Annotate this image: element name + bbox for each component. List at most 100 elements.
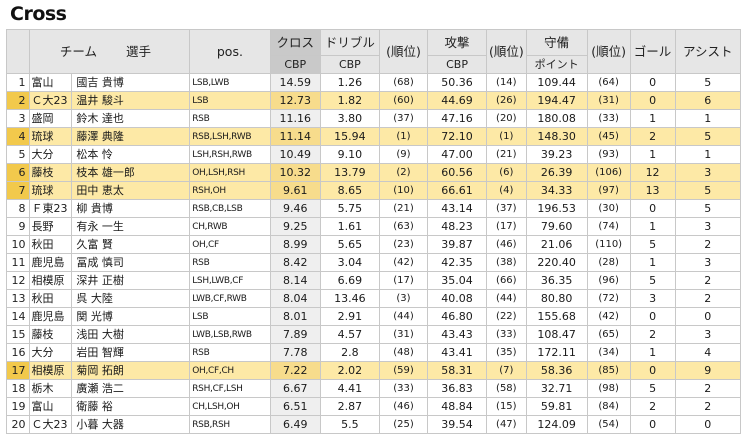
cell-dribble-cbp: 8.65 bbox=[319, 181, 380, 200]
header-dribble-rank[interactable]: (順位) bbox=[378, 29, 429, 74]
cell-rank: 16 bbox=[6, 343, 30, 362]
table-row[interactable]: 12 相模原 深井 正樹 LSH,LWB,CF 8.14 6.69 (17) 35.04 (66… bbox=[6, 271, 742, 290]
cell-position: LWB,CF,RWB bbox=[189, 289, 271, 308]
cell-rank: 14 bbox=[6, 307, 30, 326]
header-defense[interactable]: 守備 bbox=[525, 29, 588, 56]
table-row[interactable]: 4 琉球 藤澤 典隆 RSB,LSH,RWB 11.14 15.94 (1) 72.10 (1)… bbox=[6, 127, 742, 146]
cell-defense-point: 155.68 bbox=[525, 307, 588, 326]
cell-attack-cbp: 72.10 bbox=[427, 127, 487, 146]
table-row[interactable]: 5 大分 松本 怜 LSH,RSH,RWB 10.49 9.10 (9) 47.00 (21) 3… bbox=[6, 145, 742, 164]
header-assist[interactable]: アシスト bbox=[674, 29, 742, 74]
cell-attack-cbp: 36.83 bbox=[427, 379, 487, 398]
cell-defense-rank: (31) bbox=[586, 91, 631, 110]
table-row[interactable]: 8 Ｆ東23 柳 貴博 RSB,CB,LSB 9.46 5.75 (21) 43.14 (37)… bbox=[6, 199, 742, 218]
table-row[interactable]: 14 鹿児島関 光博 LSB 8.01 2.91 (44) 46.80 (22) 155.68(… bbox=[6, 307, 742, 326]
cell-attack-rank: (38) bbox=[486, 253, 527, 272]
header-pos[interactable]: pos. bbox=[189, 29, 271, 74]
cell-defense-rank: (64) bbox=[586, 73, 631, 92]
cell-attack-cbp: 46.80 bbox=[427, 307, 487, 326]
cell-position: CH,RWB bbox=[189, 217, 271, 236]
cell-dribble-cbp: 2.87 bbox=[319, 397, 380, 416]
cell-attack-cbp: 47.16 bbox=[427, 109, 487, 128]
table-row[interactable]: 7 琉球 田中 恵太 RSH,OH 9.61 8.65 (10) 66.61 (4) 34.33(… bbox=[6, 181, 742, 200]
cell-attack-cbp: 39.54 bbox=[427, 415, 487, 434]
cell-player: 深井 正樹 bbox=[71, 271, 191, 290]
cell-assist: 5 bbox=[674, 181, 742, 200]
cell-defense-rank: (42) bbox=[586, 307, 631, 326]
table-row[interactable]: 10 秋田 久富 賢 OH,CF 8.99 5.65 (23) 39.87 (46) 21.06(… bbox=[6, 235, 742, 254]
cell-rank: 4 bbox=[6, 127, 30, 146]
header-attack-rank[interactable]: (順位) bbox=[486, 29, 527, 74]
cell-defense-point: 196.53 bbox=[525, 199, 588, 218]
table-row[interactable]: 16 大分 岩田 智輝 RSB 7.78 2.8 (48) 43.41 (35) 172.11 (3… bbox=[6, 343, 742, 362]
cell-assist: 3 bbox=[674, 253, 742, 272]
cell-position: LSB bbox=[189, 307, 271, 326]
cell-defense-rank: (85) bbox=[586, 361, 631, 380]
cell-goal: 5 bbox=[629, 271, 676, 290]
cell-dribble-cbp: 1.61 bbox=[319, 217, 380, 236]
table-row[interactable]: 11 鹿児島 冨成 慎司 RSB 8.42 3.04 (42) 42.35 (38) 220.40… bbox=[6, 253, 742, 272]
cell-team: 大分 bbox=[28, 145, 73, 164]
cell-dribble-rank: (10) bbox=[378, 181, 429, 200]
cell-cross-cbp: 9.61 bbox=[269, 181, 321, 200]
cell-rank: 8 bbox=[6, 199, 30, 218]
header-goal[interactable]: ゴール bbox=[629, 29, 676, 74]
table-row[interactable]: 9 長野 有永 一生 CH,RWB 9.25 1.61 (63) 48.23 (17) 79.60… bbox=[6, 217, 742, 236]
table-row[interactable]: 3 盛岡 鈴木 達也 RSB 11.16 3.80 (37) 47.16 (20) 180.08(… bbox=[6, 109, 742, 128]
cell-assist: 5 bbox=[674, 73, 742, 92]
cell-dribble-rank: (42) bbox=[378, 253, 429, 272]
cell-goal: 0 bbox=[629, 361, 676, 380]
cell-attack-cbp: 39.87 bbox=[427, 235, 487, 254]
cell-player: 久富 賢 bbox=[71, 235, 191, 254]
cell-goal: 0 bbox=[629, 91, 676, 110]
cell-dribble-rank: (1) bbox=[378, 127, 429, 146]
cell-dribble-cbp: 5.5 bbox=[319, 415, 380, 434]
cell-assist: 5 bbox=[674, 127, 742, 146]
cell-dribble-rank: (23) bbox=[378, 235, 429, 254]
cell-team: 栃木 bbox=[28, 379, 73, 398]
cell-player: 浅田 大樹 bbox=[71, 325, 191, 344]
header-attack-unit: CBP bbox=[427, 55, 487, 74]
cell-dribble-cbp: 4.57 bbox=[319, 325, 380, 344]
cell-player: 廣瀬 浩二 bbox=[71, 379, 191, 398]
cell-dribble-rank: (2) bbox=[378, 163, 429, 182]
header-team-player[interactable]: チーム 選手 bbox=[28, 29, 191, 74]
table-row[interactable]: 19 富山 衛藤 裕 CH,LSH,OH 6.51 2.87 (46) 48.84 (15) 59… bbox=[6, 397, 742, 416]
header-attack[interactable]: 攻撃 bbox=[427, 29, 487, 56]
header-cross[interactable]: クロス bbox=[269, 29, 321, 56]
table-row[interactable]: 6 藤枝 枝本 雄一郎 OH,LSH,RSH 10.32 13.79 (2) 60.56 (6)… bbox=[6, 163, 742, 182]
cell-defense-rank: (65) bbox=[586, 325, 631, 344]
cell-defense-point: 80.80 bbox=[525, 289, 588, 308]
cell-cross-cbp: 8.14 bbox=[269, 271, 321, 290]
cell-goal: 3 bbox=[629, 289, 676, 308]
table-row[interactable]: 2 Ｃ大23 温井 駿斗 LSB 12.73 1.82 (60) 44.69 (26) 194.4… bbox=[6, 91, 742, 110]
header-dribble[interactable]: ドリブル bbox=[319, 29, 380, 56]
cell-rank: 2 bbox=[6, 91, 30, 110]
cell-attack-cbp: 58.31 bbox=[427, 361, 487, 380]
cell-attack-rank: (1) bbox=[486, 127, 527, 146]
cell-player: 小暮 大器 bbox=[71, 415, 191, 434]
cell-defense-rank: (54) bbox=[586, 415, 631, 434]
header-defense-rank[interactable]: (順位) bbox=[586, 29, 631, 74]
table-row[interactable]: 1 富山 國吉 貴博 LSB,LWB 14.59 1.26 (68) 50.36 (14) 109… bbox=[6, 73, 742, 92]
cell-position: RSB,RSH bbox=[189, 415, 271, 434]
cell-defense-point: 172.11 bbox=[525, 343, 588, 362]
cell-player: 藤澤 典隆 bbox=[71, 127, 191, 146]
table-row[interactable]: 17 相模原 菊岡 拓朗 OH,CF,CH 7.22 2.02 (59) 58.31 (7) 58… bbox=[6, 361, 742, 380]
cell-cross-cbp: 7.89 bbox=[269, 325, 321, 344]
cell-attack-cbp: 66.61 bbox=[427, 181, 487, 200]
cell-dribble-cbp: 5.75 bbox=[319, 199, 380, 218]
cell-player: 岩田 智輝 bbox=[71, 343, 191, 362]
cell-position: RSB,LSH,RWB bbox=[189, 127, 271, 146]
cell-defense-point: 36.35 bbox=[525, 271, 588, 290]
cell-position: OH,CF bbox=[189, 235, 271, 254]
cell-assist: 1 bbox=[674, 145, 742, 164]
cell-attack-rank: (6) bbox=[486, 163, 527, 182]
table-row[interactable]: 18 栃木 廣瀬 浩二 RSH,CF,LSH 6.67 4.41 (33) 36.83 (58)… bbox=[6, 379, 742, 398]
cell-team: 鹿児島 bbox=[28, 307, 73, 326]
table-row[interactable]: 13 秋田呉 大陸 LWB,CF,RWB 8.04 13.46 (3) 40.08 (44) 8… bbox=[6, 289, 742, 308]
table-row[interactable]: 15 藤枝 浅田 大樹 LWB,LSB,RWB 7.89 4.57 (31) 43.43 (33… bbox=[6, 325, 742, 344]
cell-defense-rank: (45) bbox=[586, 127, 631, 146]
table-row[interactable]: 20 Ｃ大23 小暮 大器 RSB,RSH 6.49 5.5 (25) 39.54 (47) 12… bbox=[6, 415, 742, 434]
cell-attack-rank: (37) bbox=[486, 199, 527, 218]
